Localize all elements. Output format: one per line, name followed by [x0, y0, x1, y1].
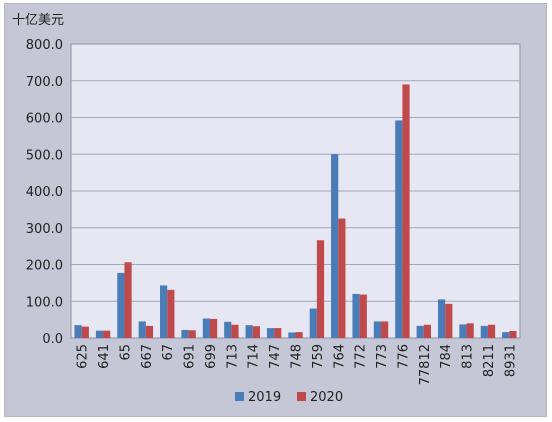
x-tick-label: 773 — [375, 344, 390, 369]
bar-2020-773 — [381, 321, 389, 338]
bar-2020-764 — [338, 218, 346, 338]
bar-2020-713 — [231, 324, 239, 338]
bar-2020-77812 — [423, 324, 431, 338]
x-axis-ticks: 625 641 65 667 67 691 699 713 714 747 748 759 764 772… — [76, 344, 519, 385]
bar-2019-714 — [245, 325, 253, 338]
bar-2019-699 — [202, 318, 210, 338]
x-tick-label: 641 — [97, 344, 112, 369]
bar-2020-776 — [402, 84, 410, 338]
bars — [74, 84, 517, 338]
bar-2019-813 — [459, 324, 467, 338]
x-tick-label: 764 — [332, 344, 347, 369]
bar-2020-8211 — [487, 324, 496, 338]
bar-2020-748 — [295, 332, 303, 338]
legend-swatch-2020 — [297, 392, 306, 401]
x-tick-label: 67 — [161, 344, 176, 361]
bar-2020-65 — [124, 262, 132, 338]
legend: 2019 2020 — [235, 390, 343, 405]
bar-2020-759 — [316, 240, 325, 338]
legend-label-2020: 2020 — [310, 390, 343, 405]
bar-2019-764 — [331, 154, 339, 338]
bar-2019-713 — [224, 321, 232, 338]
bar-2020-772 — [359, 294, 367, 338]
bar-2019-625 — [74, 325, 82, 338]
x-tick-label: 667 — [140, 344, 155, 369]
y-tick-label: 0.0 — [42, 332, 63, 347]
x-tick-label: 714 — [247, 344, 262, 369]
bar-2020-714 — [252, 326, 260, 338]
bar-2020-784 — [445, 303, 453, 338]
x-tick-label: 691 — [183, 344, 198, 369]
bar-2020-813 — [466, 323, 474, 338]
y-tick-label: 600.0 — [26, 112, 63, 127]
bar-2019-65 — [117, 272, 125, 338]
x-tick-label: 625 — [76, 344, 91, 369]
bar-2019-776 — [395, 120, 403, 338]
bar-2020-641 — [103, 330, 111, 338]
bar-2020-8931 — [509, 331, 517, 338]
bar-2020-67 — [167, 289, 175, 338]
bar-2019-77812 — [416, 325, 424, 338]
bar-2019-748 — [288, 332, 296, 338]
y-tick-label: 400.0 — [26, 185, 63, 200]
bar-2019-667 — [138, 321, 146, 338]
legend-label-2019: 2019 — [248, 390, 281, 405]
gridlines — [71, 80, 520, 302]
x-tick-label: 747 — [268, 344, 283, 369]
y-axis-ticks: 0.0 100.0 200.0 300.0 400.0 500.0 600.0 700.0 80… — [26, 38, 63, 347]
x-tick-label: 77812 — [418, 344, 433, 385]
bar-2019-641 — [95, 330, 104, 338]
bar-2019-772 — [352, 293, 360, 338]
bar-2019-747 — [266, 328, 275, 338]
y-tick-label: 200.0 — [26, 259, 63, 274]
bar-2019-8931 — [502, 332, 510, 338]
bar-2020-747 — [274, 328, 282, 338]
bar-2020-667 — [145, 325, 154, 338]
x-tick-label: 8931 — [503, 344, 518, 377]
y-tick-label: 300.0 — [26, 222, 63, 237]
bar-2019-691 — [181, 329, 189, 338]
bar-2020-691 — [188, 330, 196, 338]
x-tick-label: 772 — [354, 344, 369, 369]
y-tick-label: 100.0 — [26, 295, 63, 310]
x-tick-label: 776 — [396, 344, 411, 369]
x-tick-label: 748 — [290, 344, 305, 369]
bar-2019-67 — [160, 285, 168, 338]
legend-swatch-2019 — [235, 392, 244, 401]
x-tick-label: 65 — [118, 344, 133, 361]
x-tick-label: 759 — [311, 344, 326, 369]
bar-2019-759 — [309, 308, 317, 338]
unit-label: 十亿美元 — [12, 13, 64, 28]
bar-2020-625 — [81, 326, 89, 338]
bar-2019-784 — [437, 299, 446, 338]
x-tick-label: 784 — [439, 344, 454, 369]
x-tick-label: 8211 — [482, 344, 497, 377]
y-tick-label: 500.0 — [26, 148, 63, 163]
bar-2019-773 — [373, 321, 382, 338]
x-tick-label: 813 — [461, 344, 476, 369]
bar-2020-699 — [209, 318, 218, 338]
bar-2019-8211 — [480, 325, 488, 338]
x-tick-label: 713 — [225, 344, 240, 369]
y-tick-label: 800.0 — [26, 38, 63, 53]
x-tick-label: 699 — [204, 344, 219, 369]
y-tick-label: 700.0 — [26, 75, 63, 90]
